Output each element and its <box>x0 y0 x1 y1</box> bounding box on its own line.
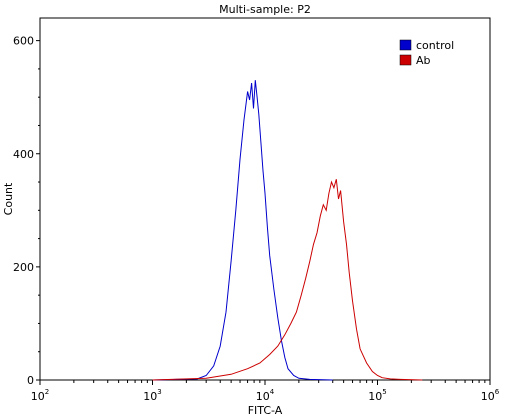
legend-label-Ab: Ab <box>416 54 431 67</box>
chart-title: Multi-sample: P2 <box>219 3 311 16</box>
legend-swatch-Ab <box>399 54 412 66</box>
x-tick-exponent: 2 <box>45 388 49 396</box>
y-tick-label: 400 <box>13 148 34 161</box>
x-tick-label: 102 <box>31 388 49 403</box>
x-axis: 102 103 104 105 106 <box>31 380 500 403</box>
y-axis-label: Count <box>2 182 15 215</box>
legend-swatch-control <box>399 39 412 51</box>
x-tick-base: 10 <box>143 390 157 403</box>
series-layer <box>152 80 423 381</box>
y-tick-label: 200 <box>13 261 34 274</box>
x-tick-exponent: 5 <box>382 388 386 396</box>
x-tick-base: 10 <box>31 390 45 403</box>
x-tick-base: 10 <box>368 390 382 403</box>
x-tick-base: 10 <box>481 390 495 403</box>
x-tick-exponent: 6 <box>495 388 500 396</box>
y-tick-label: 600 <box>13 35 34 48</box>
x-tick-base: 10 <box>256 390 270 403</box>
x-tick-exponent: 3 <box>157 388 161 396</box>
series-control-line <box>152 80 333 381</box>
x-tick-label: 103 <box>143 388 161 403</box>
y-tick-label: 0 <box>27 374 34 387</box>
x-tick-label: 104 <box>256 388 275 403</box>
x-axis-label: FITC-A <box>248 404 283 417</box>
legend-label-control: control <box>416 39 454 52</box>
x-tick-exponent: 4 <box>270 388 275 396</box>
y-axis: 0 200 400 600 <box>13 35 40 387</box>
legend: control Ab <box>399 39 454 67</box>
x-tick-label: 105 <box>368 388 386 403</box>
x-tick-label: 106 <box>481 388 500 403</box>
series-Ab-line <box>152 179 423 381</box>
